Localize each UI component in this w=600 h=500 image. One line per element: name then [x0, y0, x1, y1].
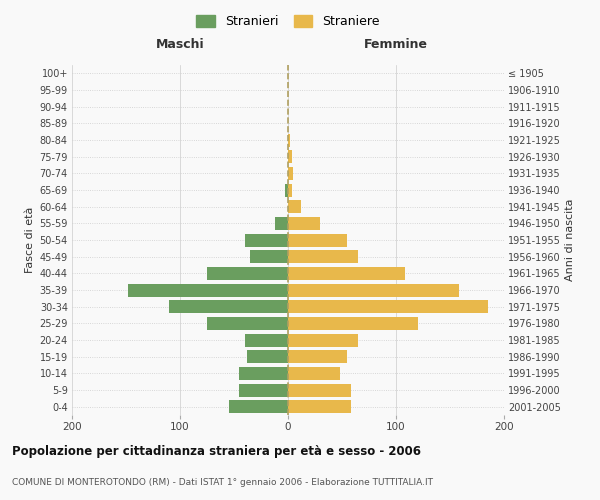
Text: Maschi: Maschi: [155, 38, 205, 51]
Text: Popolazione per cittadinanza straniera per età e sesso - 2006: Popolazione per cittadinanza straniera p…: [12, 445, 421, 458]
Bar: [207, 267, 288, 280]
Bar: [229, 400, 288, 413]
Bar: [207, 317, 288, 330]
Bar: [288, 384, 350, 396]
Bar: [285, 184, 288, 196]
Bar: [245, 234, 288, 246]
Legend: Stranieri, Straniere: Stranieri, Straniere: [196, 15, 380, 28]
Bar: [288, 200, 301, 213]
Bar: [288, 367, 340, 380]
Bar: [288, 234, 347, 246]
Bar: [288, 217, 320, 230]
Bar: [288, 184, 292, 196]
Bar: [288, 134, 290, 146]
Y-axis label: Anni di nascita: Anni di nascita: [565, 198, 575, 281]
Bar: [245, 334, 288, 346]
Bar: [128, 284, 288, 296]
Bar: [288, 300, 488, 313]
Bar: [288, 334, 358, 346]
Y-axis label: Fasce di età: Fasce di età: [25, 207, 35, 273]
Bar: [288, 167, 293, 180]
Bar: [288, 150, 292, 163]
Bar: [239, 384, 288, 396]
Bar: [247, 350, 288, 363]
Bar: [288, 317, 418, 330]
Bar: [239, 367, 288, 380]
Bar: [288, 284, 458, 296]
Text: COMUNE DI MONTEROTONDO (RM) - Dati ISTAT 1° gennaio 2006 - Elaborazione TUTTITAL: COMUNE DI MONTEROTONDO (RM) - Dati ISTAT…: [12, 478, 433, 487]
Bar: [288, 267, 404, 280]
Bar: [288, 250, 358, 263]
Text: Femmine: Femmine: [364, 38, 428, 51]
Bar: [288, 350, 347, 363]
Bar: [288, 400, 350, 413]
Bar: [169, 300, 288, 313]
Bar: [250, 250, 288, 263]
Bar: [275, 217, 288, 230]
